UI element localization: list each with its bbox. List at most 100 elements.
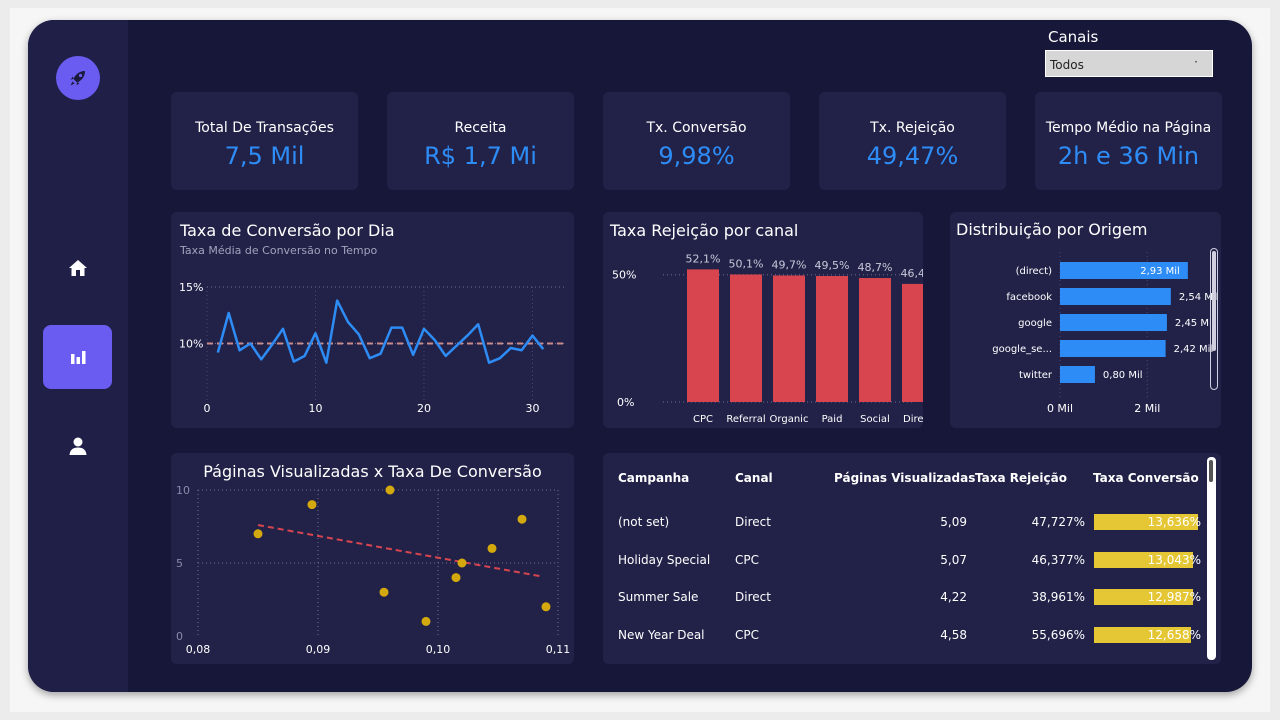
y-tick-label: 50% <box>612 269 636 282</box>
data-label: 2,45 Mil <box>1175 318 1215 329</box>
bar <box>730 274 762 402</box>
x-tick-label: Direct <box>903 414 923 425</box>
data-label: 48,7% <box>858 261 893 274</box>
y-tick-label: 0% <box>617 396 634 409</box>
chart-title: Taxa Rejeição por canal <box>610 221 799 240</box>
line-chart-panel: Taxa de Conversão por Dia Taxa Média de … <box>171 212 574 428</box>
nav-home[interactable] <box>43 236 112 300</box>
data-label: 49,5% <box>815 259 850 272</box>
scrollbar-thumb[interactable] <box>1209 460 1213 482</box>
origin-bar-chart: (direct) 2,93 Mil facebook 2,54 Mil google 2,… <box>992 252 1219 415</box>
kpi-value: R$ 1,7 Mi <box>424 142 537 170</box>
y-tick-label: google <box>1018 318 1052 329</box>
cell-rejeicao: 38,961% <box>1031 590 1085 604</box>
scatter-chart-panel: Páginas Visualizadas x Taxa De Conversão… <box>171 453 574 664</box>
scatter-point <box>379 587 389 597</box>
cell-campanha: New Year Deal <box>618 628 705 642</box>
chart-icon <box>70 351 85 364</box>
y-tick-label: facebook <box>1006 292 1052 303</box>
data-label: 2,54 Mil <box>1179 292 1219 303</box>
data-label: 0,80 Mil <box>1103 370 1143 381</box>
scatter-point <box>421 616 431 626</box>
scatter-point <box>307 500 317 510</box>
kpi-value: 9,98% <box>658 142 735 170</box>
data-label: 52,1% <box>686 252 721 265</box>
scatter-point <box>517 514 527 524</box>
scatter-point <box>253 529 263 539</box>
x-tick-label: 2 Mil <box>1134 402 1160 415</box>
kpi-value: 7,5 Mil <box>224 142 305 170</box>
data-label: 2,42 Mil <box>1174 344 1214 355</box>
cell-rejeicao: 47,727% <box>1031 515 1085 529</box>
scatter-point <box>451 573 461 583</box>
x-tick-label: 0,08 <box>186 643 211 656</box>
scatter-point <box>457 558 467 568</box>
kpi-value: 2h e 36 Min <box>1057 142 1200 170</box>
cell-conversao: 12,987% <box>1147 590 1201 604</box>
conversion-bar <box>1094 627 1191 643</box>
cell-campanha: Summer Sale <box>618 590 699 604</box>
scrollbar-thumb[interactable] <box>1212 251 1216 351</box>
header-paginas[interactable]: Páginas Visualizadas <box>834 471 976 485</box>
trend-line <box>257 524 541 578</box>
header-canal[interactable]: Canal <box>735 471 773 485</box>
kpi-card-receita: Receita R$ 1,7 Mi <box>387 92 574 190</box>
kpi-card-rejeicao: Tx. Rejeição 49,47% <box>819 92 1006 190</box>
kpi-title: Tx. Rejeição <box>870 120 955 136</box>
canais-dropdown[interactable]: Todos · <box>1045 50 1213 77</box>
header-campanha[interactable]: Campanha <box>618 471 690 485</box>
y-tick-label: (direct) <box>1016 266 1052 277</box>
header-rejeicao[interactable]: Taxa Rejeição <box>975 471 1067 485</box>
kpi-card-conversao: Tx. Conversão 9,98% <box>603 92 790 190</box>
cell-campanha: Holiday Special <box>618 553 711 567</box>
x-tick-label: Social <box>860 414 890 425</box>
campaign-table: Campanha Canal Páginas Visualizadas Taxa… <box>603 453 1221 664</box>
data-label: 46,4% <box>901 267 923 280</box>
y-tick-label: google_se... <box>992 344 1052 355</box>
bar <box>1060 366 1095 383</box>
x-tick-label: 0,09 <box>306 643 331 656</box>
x-tick-label: 0,11 <box>546 643 571 656</box>
cell-paginas: 5,09 <box>940 515 967 529</box>
kpi-title: Tx. Conversão <box>646 120 747 136</box>
bar <box>816 276 848 402</box>
cell-paginas: 5,07 <box>940 553 967 567</box>
cell-canal: Direct <box>735 515 771 529</box>
scrollbar[interactable] <box>1207 457 1216 660</box>
cell-campanha: (not set) <box>618 515 670 529</box>
kpi-title: Receita <box>454 120 507 136</box>
x-tick-label: Organic <box>770 414 809 425</box>
chart-title: Distribuição por Origem <box>956 220 1148 239</box>
bar <box>1060 340 1166 357</box>
kpi-card-tempo: Tempo Médio na Página 2h e 36 Min <box>1035 92 1222 190</box>
cell-rejeicao: 46,377% <box>1031 553 1085 567</box>
rejection-chart-panel: Taxa Rejeição por canal 50% 0% 52,1% CPC 50,… <box>603 212 923 428</box>
nav-user[interactable] <box>43 414 112 478</box>
header-conversao[interactable]: Taxa Conversão <box>1093 471 1199 485</box>
x-tick-label: 30 <box>525 402 539 415</box>
scatter-point <box>541 602 551 612</box>
bar <box>1060 262 1188 279</box>
conversion-bar <box>1094 514 1198 530</box>
kpi-card-transacoes: Total De Transações 7,5 Mil <box>171 92 358 190</box>
origin-chart-panel: Distribuição por Origem (direct) 2,93 Mil… <box>950 212 1221 428</box>
cell-paginas: 4,22 <box>940 590 967 604</box>
x-tick-label: 0,10 <box>426 643 451 656</box>
rejection-bar-chart: 50%0%52,1%CPC50,1%Referral49,7%OrganicSe… <box>612 252 923 425</box>
scatter-chart: 10 5 00,08 0,09 0,10 0,11 <box>176 484 571 656</box>
nav-dashboard[interactable] <box>43 325 112 389</box>
kpi-value: 49,47% <box>866 142 959 170</box>
y-tick-label: 0 <box>176 630 183 643</box>
rocket-icon[interactable] <box>56 56 100 100</box>
filter-label: Canais <box>1048 28 1099 46</box>
x-tick-label: Paid <box>822 414 843 425</box>
scrollbar[interactable] <box>1210 248 1218 390</box>
y-tick-label: 10% <box>179 338 203 351</box>
conversion-bar <box>1094 552 1194 568</box>
scatter-point <box>487 543 497 553</box>
cell-canal: Direct <box>735 590 771 604</box>
kpi-title: Total De Transações <box>195 120 334 136</box>
dashboard: Canais Todos · Total De Transações 7,5 M… <box>28 20 1252 692</box>
sidebar <box>28 20 128 692</box>
y-tick-label: 10 <box>176 484 190 497</box>
